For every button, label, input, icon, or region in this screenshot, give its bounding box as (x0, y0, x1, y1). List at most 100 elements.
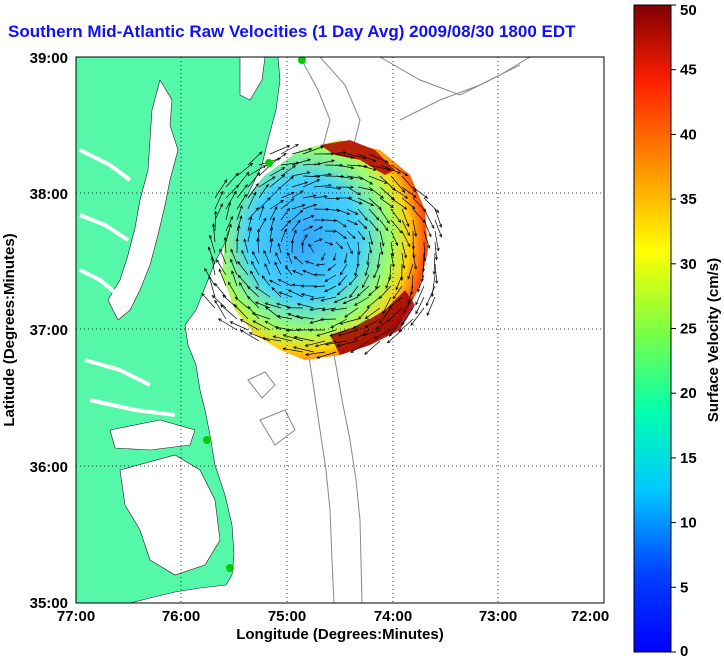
velocity-vector-head (218, 268, 222, 273)
velocity-vector-head (402, 309, 406, 314)
axis-frame (75, 56, 605, 604)
velocity-vector-head (382, 310, 386, 315)
velocity-vector (390, 219, 403, 234)
velocity-vector-head (406, 232, 410, 237)
velocity-vector (237, 261, 249, 276)
velocity-vector-head (254, 301, 259, 305)
velocity-vector-head (265, 306, 269, 310)
velocity-vector (354, 263, 359, 276)
velocity-vector-head (310, 215, 315, 219)
velocity-vector (335, 241, 343, 249)
velocity-vector-head (319, 317, 324, 322)
velocity-vector (313, 160, 335, 166)
velocity-vector-head (407, 243, 411, 248)
velocity-vector (313, 184, 332, 188)
velocity-vector (327, 263, 337, 271)
velocity-vector-head (280, 200, 285, 204)
velocity-vector-head (364, 272, 368, 277)
velocity-vector-head (261, 205, 265, 210)
velocity-vector-head (252, 320, 257, 324)
velocity-vector-head (208, 275, 212, 280)
velocity-vector (335, 208, 350, 215)
velocity-vector (302, 215, 315, 221)
velocity-vector-head (227, 201, 232, 206)
velocity-vector (316, 263, 326, 266)
velocity-vector (412, 252, 417, 270)
velocity-vector (354, 296, 370, 306)
velocity-vector-head (213, 210, 218, 215)
velocity-vector-head (386, 339, 391, 344)
velocity-vector (392, 285, 403, 299)
colorbar-ticks: 0 5 10 15 20 25 30 35 40 45 50 (671, 2, 697, 659)
velocity-vector-head (296, 302, 301, 306)
velocity-vector (423, 197, 439, 213)
velocity-vector (368, 175, 388, 184)
velocity-vector-head (348, 281, 353, 286)
x-tick-label: 76:00 (162, 608, 200, 625)
velocity-vector-head (263, 250, 267, 254)
velocity-vector-head (307, 158, 312, 162)
pamlico-sound (119, 454, 221, 576)
station-marker (265, 159, 273, 167)
velocity-vector-head (276, 302, 280, 306)
velocity-vector-head (247, 295, 251, 300)
velocity-vector-head (330, 308, 335, 312)
velocity-vector-head (370, 241, 374, 246)
velocity-vector-head (373, 274, 377, 279)
velocity-vector-head (211, 294, 216, 299)
velocity-vector-head (358, 201, 363, 205)
velocity-vector (368, 285, 381, 296)
velocity-vector-head (253, 191, 257, 196)
velocity-vector-head (378, 295, 383, 299)
velocity-vector (219, 248, 227, 265)
velocity-vector (225, 216, 233, 232)
velocity-vector-head (402, 265, 406, 270)
velocity-vector-head (364, 324, 369, 328)
velocity-vector (357, 197, 374, 206)
velocity-vector-head (219, 248, 223, 253)
velocity-vector-head (342, 300, 347, 304)
velocity-vector (389, 296, 403, 308)
velocity-vector (247, 207, 259, 221)
velocity-vector-head (244, 184, 248, 188)
velocity-vector (291, 190, 304, 199)
velocity-vector-head (410, 291, 414, 296)
velocity-vector-head (286, 207, 290, 212)
velocity-vector (227, 281, 238, 298)
velocity-vector (262, 337, 282, 342)
velocity-vector (231, 270, 238, 287)
velocity-vector (247, 286, 260, 298)
velocity-vector-head (390, 204, 394, 209)
velocity-vector (247, 296, 260, 309)
velocity-vector-head (415, 310, 419, 315)
velocity-vector-head (329, 333, 334, 337)
velocity-vector (280, 208, 290, 221)
velocity-vector-head (245, 171, 250, 176)
velocity-vector (316, 351, 337, 359)
velocity-vector (389, 318, 403, 337)
velocity-vector-head (239, 215, 243, 219)
velocity-vector (365, 318, 381, 328)
velocity-vector-head (324, 278, 329, 282)
velocity-vector (285, 265, 293, 276)
velocity-vector (313, 195, 327, 199)
velocity-vector (313, 174, 332, 177)
velocity-vector (297, 303, 315, 309)
velocity-vector (331, 307, 348, 311)
velocity-vector (313, 238, 323, 243)
velocity-vector-head (304, 260, 309, 264)
y-tick-label: 39:00 (30, 50, 68, 67)
velocity-vector (214, 283, 227, 298)
velocity-vector-head (239, 281, 243, 286)
velocity-vector-head (285, 328, 290, 332)
velocity-vector-head (327, 267, 332, 271)
velocity-vector-head (428, 233, 432, 238)
velocity-vector-head (264, 302, 269, 306)
velocity-vector-head (321, 257, 325, 261)
velocity-vector (243, 238, 249, 254)
velocity-vector-head (351, 155, 355, 159)
velocity-vector-head (434, 256, 439, 261)
colorbar-tick-label: 10 (680, 515, 697, 532)
velocity-vector (247, 151, 263, 166)
velocity-vector-head (323, 194, 328, 199)
